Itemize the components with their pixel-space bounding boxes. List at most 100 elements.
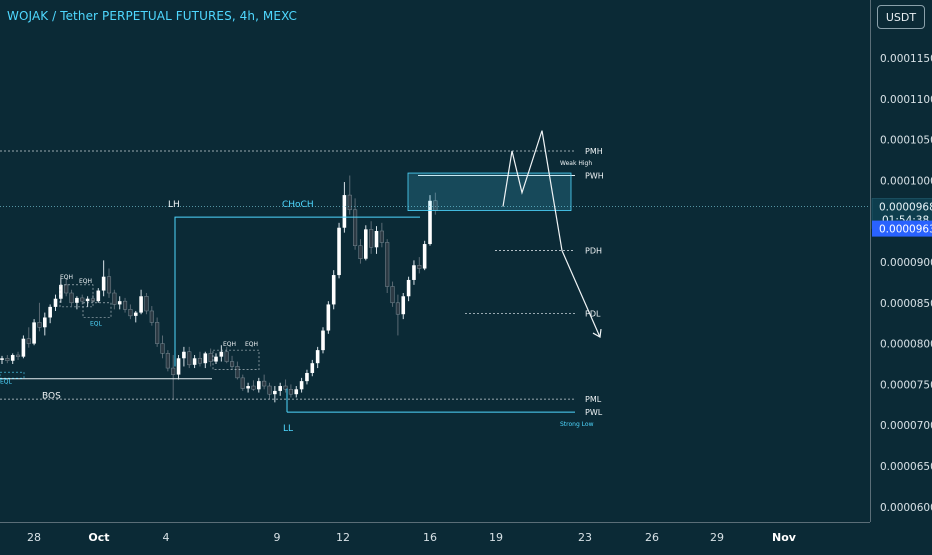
projection-path	[502, 130, 601, 338]
label-eqh-3: EQH	[223, 341, 236, 348]
currency-button[interactable]: USDT	[877, 5, 925, 29]
candle-body	[331, 275, 336, 305]
candle-body	[64, 284, 69, 294]
axis-corner	[870, 522, 932, 550]
label-eqh-4: EQH	[245, 341, 258, 348]
candle-body	[257, 381, 261, 390]
candle-body	[428, 200, 432, 245]
price-tick-label: 0.0000850	[880, 298, 932, 310]
price-tick-label: 0.0001150	[880, 53, 932, 65]
price-tick-label: 0.0001100	[880, 94, 932, 106]
candle-body	[267, 385, 272, 395]
candle-body	[43, 317, 47, 328]
candle-body	[395, 302, 400, 315]
candle-body	[32, 322, 36, 344]
candle-body	[412, 265, 416, 280]
candle-body	[214, 356, 218, 362]
price-tick-label: 0.0001050	[880, 135, 932, 147]
candle-body	[59, 284, 63, 299]
price-axis-labels: 0.0001150 0.0001100 0.0001050 0.0001000 0.00…	[871, 53, 932, 514]
price-tick-label: 0.0000900	[880, 257, 932, 269]
time-tick-label: 12	[336, 531, 350, 544]
candle-body	[117, 301, 122, 305]
choch-line	[174, 216, 420, 367]
label-weak-high: Weak High	[560, 160, 592, 167]
price-tick-label: 0.0000600	[880, 502, 932, 514]
candle-body	[262, 380, 267, 387]
label-pdh: PDH	[585, 247, 602, 256]
candle-body	[182, 351, 186, 359]
time-tick-label: 26	[645, 531, 659, 544]
candle-body	[10, 355, 15, 361]
time-tick-label: Oct	[88, 531, 109, 544]
candle-body	[347, 194, 352, 211]
candle-body	[288, 389, 293, 395]
candle-body	[385, 242, 390, 287]
price-tick-label: 0.0000700	[880, 420, 932, 432]
last-price-label: 0.0000963	[879, 224, 932, 236]
chart-title: WOJAK / Tether PERPETUAL FUTURES, 4h, ME…	[7, 9, 297, 23]
label-pwl: PWL	[585, 408, 603, 417]
label-lh: LH	[168, 200, 180, 210]
time-tick-label: 16	[423, 531, 437, 544]
candle-body	[337, 227, 341, 276]
time-tick-label: 19	[489, 531, 503, 544]
candle-body	[96, 290, 101, 302]
candle-body	[390, 286, 395, 304]
candle-body	[203, 353, 208, 364]
candle-body	[278, 386, 282, 391]
candle-body	[123, 300, 128, 310]
candle-body	[26, 338, 31, 344]
time-tick-label: 28	[27, 531, 41, 544]
supply-zone	[407, 172, 572, 211]
candle-body	[85, 298, 90, 302]
chart-area[interactable]: WOJAK / Tether PERPETUAL FUTURES, 4h, ME…	[0, 0, 870, 522]
candle-body	[80, 297, 85, 302]
candle-body	[21, 338, 26, 357]
candle-body	[283, 385, 288, 390]
label-bos: BOS	[42, 392, 61, 402]
current-price-label: 0.0000968	[879, 202, 932, 214]
candle-body	[171, 367, 176, 375]
candle-body	[422, 244, 427, 269]
candle-body	[342, 195, 347, 228]
label-eql-1: EQL	[0, 379, 13, 386]
time-tick-label: 9	[274, 531, 281, 544]
candle-body	[37, 322, 42, 328]
time-axis-labels: 28 Oct 4 9 12 16 19 23 26 29 Nov	[27, 531, 797, 544]
candle-body	[208, 353, 213, 362]
candle-body	[321, 330, 325, 351]
candle-body	[299, 381, 304, 390]
time-axis[interactable]: 28 Oct 4 9 12 16 19 23 26 29 Nov	[0, 522, 870, 551]
candle-body	[326, 304, 331, 331]
candle-body	[230, 361, 235, 367]
candle-body	[69, 292, 74, 304]
price-axis[interactable]: 0.0001150 0.0001100 0.0001050 0.0001000 0.00…	[870, 0, 932, 522]
candle-body	[401, 296, 406, 315]
candle-body	[251, 385, 256, 390]
candle-body	[155, 322, 160, 344]
last-price-tag	[872, 220, 932, 237]
candle-body	[246, 386, 250, 389]
candle-body	[358, 245, 363, 259]
time-tick-label: 29	[710, 531, 724, 544]
candle-body	[417, 265, 422, 269]
label-ll: LL	[283, 424, 293, 434]
time-tick-label: 4	[163, 531, 170, 544]
chart-canvas[interactable]: LH CHoCH BOS LL EQH EQH EQH EQH EQL EQL Weak High S…	[0, 0, 870, 522]
label-eqh-1: EQH	[60, 274, 73, 281]
label-pwh: PWH	[585, 172, 604, 181]
projection-arrowhead	[592, 328, 602, 339]
candle-body	[273, 390, 277, 395]
time-tick-label: 23	[578, 531, 592, 544]
candle-body	[374, 230, 379, 248]
candle-body	[149, 310, 154, 323]
candle-body	[219, 351, 224, 357]
label-pmh: PMH	[585, 147, 603, 156]
candle-body	[310, 363, 315, 373]
candle-body	[5, 358, 10, 361]
candle-body	[144, 296, 149, 312]
label-eqh-2: EQH	[79, 278, 92, 285]
candle-body	[106, 276, 112, 294]
label-choch: CHoCH	[282, 200, 314, 210]
